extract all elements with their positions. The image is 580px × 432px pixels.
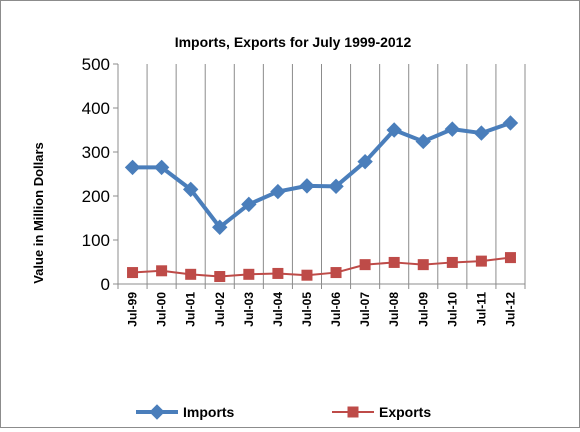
x-tick-label: Jul-07 xyxy=(358,292,372,327)
x-tick-label: Jul-00 xyxy=(155,292,169,327)
series-exports xyxy=(127,252,516,283)
data-point-imports xyxy=(502,115,519,131)
data-point-imports xyxy=(299,178,315,194)
x-tick-label: Jul-12 xyxy=(503,292,517,327)
legend-item-imports: Imports xyxy=(136,404,235,420)
legend-item-exports: Exports xyxy=(332,404,431,420)
data-point-exports xyxy=(475,255,487,267)
data-point-imports xyxy=(473,125,490,141)
x-tick-label: Jul-10 xyxy=(445,292,459,327)
x-tick-labels: Jul-99 Jul-00 Jul-01 Jul-02 Jul-03 Jul-04 Jul-… xyxy=(126,292,518,327)
x-tick-label: Jul-09 xyxy=(416,292,430,327)
y-tick-label: 100 xyxy=(82,231,110,250)
series-imports xyxy=(124,115,519,235)
legend-label: Exports xyxy=(379,404,431,420)
x-tick-label: Jul-02 xyxy=(213,292,227,327)
legend: Imports Exports xyxy=(136,404,431,420)
y-tick-labels: 0 100 200 300 400 500 xyxy=(82,55,118,294)
x-tick-label: Jul-06 xyxy=(329,292,343,327)
y-tick-label: 300 xyxy=(82,143,110,162)
data-point-imports xyxy=(415,133,431,150)
data-point-imports xyxy=(357,153,373,170)
x-tick-label: Jul-99 xyxy=(126,292,140,327)
axes xyxy=(117,64,526,289)
data-point-exports xyxy=(417,259,429,271)
data-point-imports xyxy=(182,181,199,198)
y-tick-label: 500 xyxy=(82,55,110,74)
x-tick-label: Jul-01 xyxy=(184,292,198,327)
data-point-imports xyxy=(444,121,461,137)
legend-marker xyxy=(149,404,165,420)
data-point-imports xyxy=(241,196,257,213)
chart-title: Imports, Exports for July 1999-2012 xyxy=(175,34,412,50)
data-point-exports xyxy=(301,269,313,281)
x-tick-label: Jul-05 xyxy=(300,292,314,327)
y-tick-label: 200 xyxy=(82,187,110,206)
x-tick-label: Jul-03 xyxy=(242,292,256,327)
x-tick-label: Jul-11 xyxy=(474,292,488,326)
data-point-exports xyxy=(504,252,516,264)
data-point-exports xyxy=(272,267,284,279)
data-point-exports xyxy=(127,267,139,279)
data-point-imports xyxy=(153,159,170,176)
y-tick-label: 0 xyxy=(101,275,110,294)
data-point-exports xyxy=(243,268,255,280)
y-tick-label: 400 xyxy=(82,99,110,118)
data-point-exports xyxy=(156,265,168,277)
data-point-imports xyxy=(328,178,344,195)
data-point-imports xyxy=(386,122,402,138)
data-point-exports xyxy=(185,268,197,280)
data-point-imports xyxy=(124,159,141,176)
data-point-exports xyxy=(359,259,371,271)
data-point-exports xyxy=(446,256,458,268)
legend-marker xyxy=(347,406,359,418)
x-tick-label: Jul-08 xyxy=(387,292,401,327)
legend-label: Imports xyxy=(183,404,235,420)
y-axis-label: Value in Million Dollars xyxy=(31,142,46,284)
gridlines xyxy=(117,64,526,284)
data-point-exports xyxy=(388,256,400,268)
data-point-exports xyxy=(330,267,342,279)
x-tick-label: Jul-04 xyxy=(271,292,285,327)
series-group xyxy=(124,115,519,283)
data-point-imports xyxy=(270,183,286,200)
data-point-exports xyxy=(214,271,226,283)
data-point-imports xyxy=(212,219,228,235)
